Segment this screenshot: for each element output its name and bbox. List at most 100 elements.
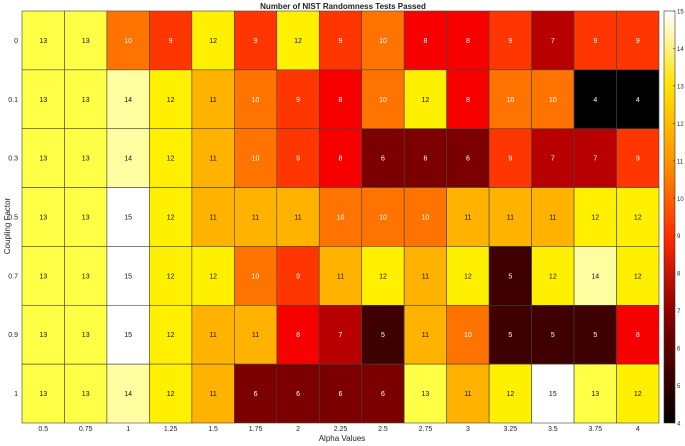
heatmap-cell [318, 128, 363, 188]
cell-value-label: 10 [252, 273, 260, 280]
cell-value-label: 13 [39, 391, 47, 398]
cell-value-label: 9 [296, 97, 300, 104]
heatmap-cell [616, 363, 660, 424]
cell-value-label: 8 [296, 332, 300, 339]
heatmap-cell [361, 363, 405, 424]
heatmap-cell [616, 246, 660, 306]
cell-value-label: 12 [464, 273, 472, 280]
heatmap-cell [318, 363, 363, 424]
cell-value-label: 5 [551, 332, 555, 339]
heatmap-cell [573, 187, 617, 247]
heatmap-cell [191, 69, 235, 130]
cell-value-label: 11 [464, 391, 471, 398]
heatmap-cell [488, 363, 532, 424]
heatmap-cell [21, 128, 65, 188]
cell-value-label: 15 [549, 391, 557, 398]
cell-value-label: 12 [167, 273, 175, 280]
heatmap-cell [531, 128, 575, 188]
colorbar-tick-label: 6 [677, 347, 681, 353]
heatmap-cell [318, 246, 363, 306]
cell-value-label: 12 [167, 97, 175, 104]
heatmap-cell [403, 246, 447, 306]
cell-value-label: 15 [124, 273, 132, 280]
cell-value-label: 5 [593, 332, 597, 339]
x-tick-label: 2.25 [334, 426, 348, 433]
heatmap-cell [234, 69, 278, 130]
heatmap-cell [403, 69, 447, 130]
heatmap-cell [191, 363, 235, 424]
cell-value-label: 14 [591, 273, 599, 280]
cell-value-label: 11 [422, 273, 429, 280]
cell-value-label: 6 [339, 391, 343, 398]
cell-value-label: 12 [549, 273, 557, 280]
cell-value-label: 5 [508, 273, 512, 280]
heatmap-cell [149, 69, 193, 130]
cell-value-label: 12 [209, 38, 217, 45]
x-tick-label: 3.25 [504, 426, 518, 433]
cell-value-label: 7 [593, 156, 597, 163]
heatmap-cell [191, 128, 235, 188]
colorbar-tick-label: 8 [677, 272, 681, 278]
cell-value-label: 10 [252, 156, 260, 163]
cell-value-label: 12 [167, 156, 175, 163]
cell-value-label: 6 [296, 391, 300, 398]
cell-value-label: 9 [508, 156, 512, 163]
cell-value-label: 12 [167, 391, 175, 398]
colorbar-tick-label: 13 [677, 84, 684, 90]
x-tick-label: 3.5 [548, 426, 558, 433]
heatmap-cell [488, 69, 532, 130]
heatmap-cell [234, 128, 278, 188]
cell-value-label: 9 [339, 38, 343, 45]
cell-value-label: 11 [422, 332, 429, 339]
cell-value-label: 15 [124, 332, 132, 339]
cell-value-label: 9 [636, 156, 640, 163]
heatmap-cell [149, 10, 193, 71]
colorbar [663, 10, 676, 424]
heatmap-cell [531, 304, 575, 365]
cell-value-label: 15 [124, 215, 132, 222]
heatmap-cell [318, 69, 363, 130]
cell-value-label: 12 [294, 38, 302, 45]
heatmap-cell [64, 10, 108, 71]
cell-value-label: 9 [169, 38, 173, 45]
x-tick-labels: 0.5 0.75 1 1.25 1.5 1.75 2 2.25 2.5 2.75 3 3.25 3.5 3… [38, 426, 639, 433]
y-tick-label: 0 [14, 38, 18, 45]
colorbar-tick-label: 11 [677, 159, 684, 165]
heatmap-cell [106, 69, 150, 130]
cell-value-label: 9 [296, 156, 300, 163]
colorbar-tick-label: 10 [677, 197, 684, 203]
heatmap-cell [149, 304, 193, 365]
cell-value-label: 14 [124, 391, 132, 398]
cell-value-label: 9 [636, 38, 640, 45]
heatmap-cell [616, 304, 660, 365]
heatmap-cell [234, 187, 278, 247]
cell-value-label: 10 [506, 97, 514, 104]
heatmap-cell [531, 10, 575, 71]
heatmap-cell [488, 10, 532, 71]
colorbar-tick-label: 12 [677, 122, 684, 128]
heatmap-cell [149, 187, 193, 247]
x-tick-label: 2.75 [419, 426, 433, 433]
cell-value-label: 11 [337, 273, 344, 280]
cell-value-label: 13 [82, 156, 90, 163]
x-tick-label: 4 [636, 426, 640, 433]
heatmap-cell [318, 304, 363, 365]
heatmap-cell [616, 10, 660, 71]
cell-value-label: 6 [381, 391, 385, 398]
cell-value-label: 13 [82, 332, 90, 339]
heatmap-cells: 13 13 10 9 12 9 12 9 10 8 8 9 7 9 9 13 13 14 12 11 10 9 8 10 12 8… [21, 10, 660, 424]
cell-value-label: 11 [464, 215, 471, 222]
heatmap-cell [573, 363, 617, 424]
cell-value-label: 10 [124, 38, 132, 45]
x-tick-label: 3.75 [588, 426, 602, 433]
heatmap-cell [276, 69, 320, 130]
cell-value-label: 7 [339, 332, 343, 339]
heatmap-cell [234, 10, 278, 71]
heatmap-cell [403, 304, 447, 365]
heatmap-cell [191, 10, 235, 71]
colorbar-tick-label: 5 [677, 384, 681, 390]
cell-value-label: 6 [423, 156, 427, 163]
cell-value-label: 4 [636, 97, 640, 104]
cell-value-label: 6 [466, 156, 470, 163]
heatmap-cell [488, 246, 532, 306]
